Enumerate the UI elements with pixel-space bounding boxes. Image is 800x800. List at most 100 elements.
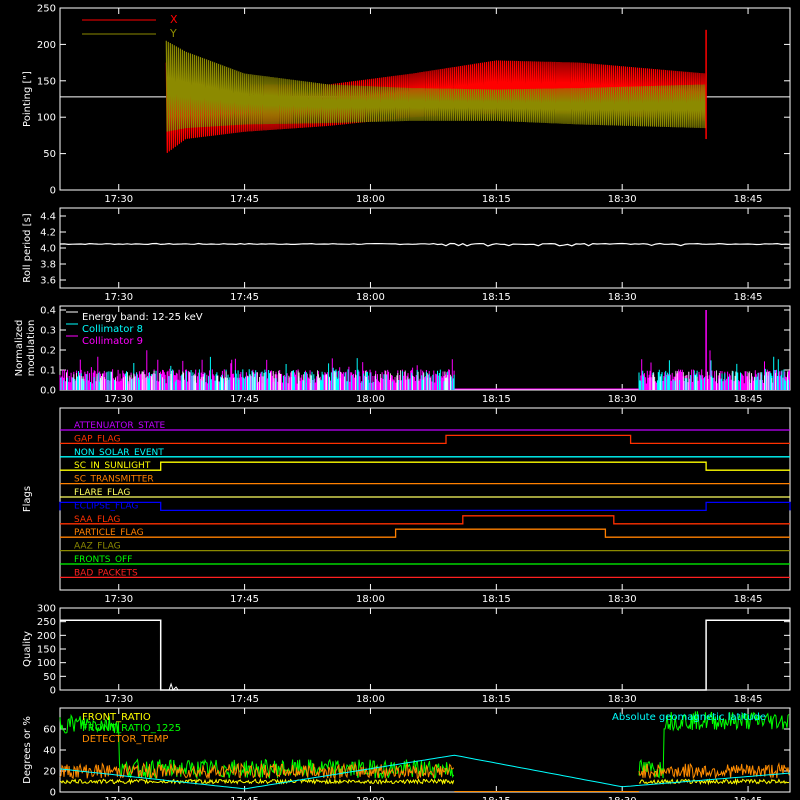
x-tick-label: 17:30 bbox=[104, 694, 133, 705]
series-front-ratio bbox=[59, 777, 455, 786]
flag-label: ATTENUATOR_STATE bbox=[74, 421, 166, 431]
legend-label-geomagnetic-latitude: Absolute geomagnetic latitude bbox=[612, 712, 766, 723]
panel-degrees: 17:30 17:45 18:00 18:15 18:30 18:45 Degrees or… bbox=[22, 707, 791, 800]
y-tick-label: 0 bbox=[50, 186, 56, 197]
y-tick-label: 200 bbox=[37, 631, 56, 642]
y-tick-label: 200 bbox=[37, 40, 56, 51]
flag-line-particle-flag bbox=[60, 528, 790, 538]
x-tick-label: 18:15 bbox=[482, 694, 511, 705]
legend-label-modulation: Collimator 8 bbox=[82, 324, 143, 335]
x-tick-label: 17:45 bbox=[230, 394, 259, 405]
panel-quality: 17:30 17:45 18:00 18:15 18:30 18:45 Quality 0 50… bbox=[22, 604, 791, 705]
y-tick-label: 0.0 bbox=[40, 386, 56, 397]
legend-label-modulation: Energy band: 12-25 keV bbox=[82, 312, 203, 323]
flag-line-saa-flag bbox=[60, 515, 790, 525]
y-axis-label: Roll period [s] bbox=[22, 213, 33, 282]
y-tick-label: 250 bbox=[37, 4, 56, 15]
y-tick-label: 50 bbox=[43, 672, 56, 683]
panel-flags: 17:30 17:45 18:00 18:15 18:30 18:45 Flags ATTEN… bbox=[22, 407, 791, 605]
y-axis-label: Pointing ["] bbox=[22, 71, 33, 127]
flag-label: BAD_PACKETS bbox=[74, 568, 138, 578]
y-axis-label: Degrees or % bbox=[22, 716, 33, 784]
x-tick-label: 18:15 bbox=[482, 394, 511, 405]
x-tick-label: 17:45 bbox=[230, 694, 259, 705]
x-tick-label: 17:45 bbox=[230, 594, 259, 605]
flag-label: FRONTS_OFF bbox=[74, 555, 132, 565]
energy-band-trace bbox=[66, 370, 451, 390]
x-tick-label: 18:15 bbox=[482, 194, 511, 205]
y-tick-label: 150 bbox=[37, 645, 56, 656]
flag-label: NON_SOLAR_EVENT bbox=[74, 448, 164, 458]
series-geomagnetic-latitude bbox=[59, 754, 791, 790]
flag-line-gap-flag bbox=[60, 434, 790, 445]
pointing-legend: XY bbox=[82, 13, 178, 40]
y-tick-label: 250 bbox=[37, 617, 56, 628]
quality-line bbox=[60, 619, 790, 691]
x-tick-label: 18:45 bbox=[734, 292, 763, 303]
x-tick-label: 17:45 bbox=[230, 292, 259, 303]
panel-pointing: 17:30 17:45 18:00 18:15 18:30 18:45 Pointing [… bbox=[22, 4, 791, 205]
series-front-ratio bbox=[638, 777, 790, 786]
collimator-9-trace bbox=[59, 350, 455, 390]
x-tick-label: 18:30 bbox=[608, 292, 637, 303]
x-tick-label: 17:30 bbox=[104, 194, 133, 205]
y-tick-label: 0 bbox=[50, 686, 56, 697]
y-tick-label: 300 bbox=[37, 604, 56, 615]
y-tick-label: 100 bbox=[37, 658, 56, 669]
x-tick-label: 18:00 bbox=[356, 796, 385, 800]
flag-label: PARTICLE_FLAG bbox=[74, 528, 144, 538]
y-axis-label: modulation bbox=[26, 320, 37, 377]
y-axis-label: Flags bbox=[22, 486, 33, 512]
y-tick-label: 4.4 bbox=[40, 212, 56, 223]
y-tick-label: 3.6 bbox=[40, 276, 56, 287]
x-tick-label: 17:30 bbox=[104, 292, 133, 303]
legend-label-modulation: Collimator 9 bbox=[82, 336, 143, 347]
y-tick-label: 100 bbox=[37, 113, 56, 124]
y-tick-label: 0.2 bbox=[40, 346, 56, 357]
x-tick-label: 18:15 bbox=[482, 292, 511, 303]
legend-label-detector-temp: DETECTOR_TEMP bbox=[82, 734, 168, 745]
x-tick-label: 18:00 bbox=[356, 292, 385, 303]
y-tick-label: 40 bbox=[43, 746, 56, 757]
x-tick-label: 18:45 bbox=[734, 394, 763, 405]
x-tick-label: 17:45 bbox=[230, 194, 259, 205]
x-tick-label: 17:30 bbox=[104, 796, 133, 800]
x-tick-label: 18:30 bbox=[608, 194, 637, 205]
degrees-legend: FRONT_RATIOFRONT_RATIO_1225DETECTOR_TEMP… bbox=[82, 712, 766, 745]
series-orange-trace bbox=[59, 761, 455, 780]
quality-blip bbox=[168, 682, 179, 691]
legend-label-x: X bbox=[170, 13, 178, 26]
y-tick-label: 0.4 bbox=[40, 306, 56, 317]
y-tick-label: 0 bbox=[50, 788, 56, 799]
x-tick-label: 18:30 bbox=[608, 694, 637, 705]
plot-frame bbox=[59, 607, 791, 691]
y-axis-label: Normalized bbox=[14, 320, 25, 377]
x-tick-label: 18:30 bbox=[608, 796, 637, 800]
y-tick-label: 3.8 bbox=[40, 260, 56, 271]
y-tick-label: 0.1 bbox=[40, 366, 56, 377]
panel-roll-period: 17:30 17:45 18:00 18:15 18:30 18:45 Roll perio… bbox=[22, 207, 791, 303]
flag-label: SC_IN_SUNLIGHT bbox=[74, 461, 151, 471]
x-tick-label: 17:30 bbox=[104, 394, 133, 405]
flag-label: AAZ_FLAG bbox=[74, 542, 121, 552]
flag-label: GAP_FLAG bbox=[74, 434, 120, 444]
legend-label-front-ratio: FRONT_RATIO bbox=[82, 712, 151, 723]
y-tick-label: 0.3 bbox=[40, 326, 56, 337]
series-front-ratio-1225 bbox=[638, 711, 790, 779]
x-tick-label: 18:30 bbox=[608, 394, 637, 405]
x-tick-label: 18:45 bbox=[734, 694, 763, 705]
x-tick-label: 18:15 bbox=[482, 594, 511, 605]
y-tick-label: 150 bbox=[37, 76, 56, 87]
y-tick-label: 50 bbox=[43, 149, 56, 160]
flag-line-sc-in-sunlight bbox=[60, 461, 790, 471]
series-y-pointing bbox=[165, 40, 707, 132]
x-tick-label: 18:30 bbox=[608, 594, 637, 605]
x-tick-label: 18:00 bbox=[356, 194, 385, 205]
plot-frame bbox=[59, 7, 791, 191]
x-tick-label: 18:45 bbox=[734, 796, 763, 800]
y-tick-label: 20 bbox=[43, 767, 56, 778]
energy-band-trace bbox=[649, 370, 788, 390]
plot-frame bbox=[59, 407, 791, 591]
flag-label: SAA_FLAG bbox=[74, 515, 120, 525]
